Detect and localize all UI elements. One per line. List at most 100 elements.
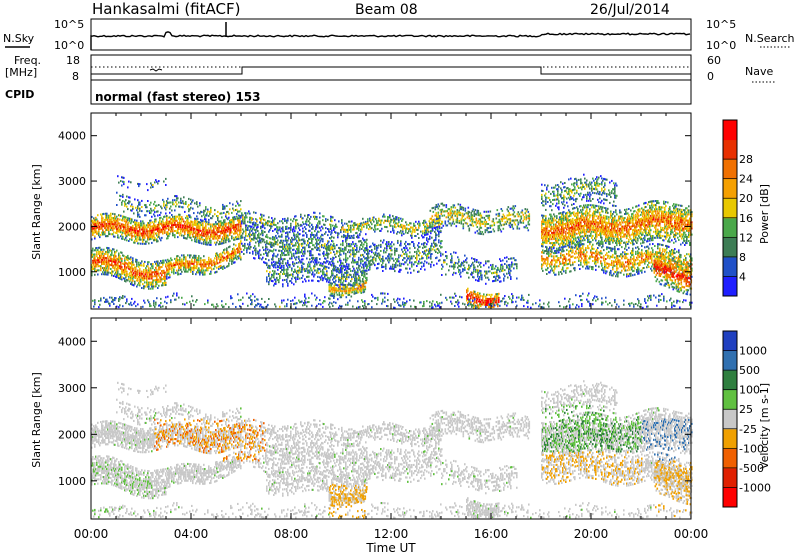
power-cell bbox=[194, 260, 196, 263]
power-cell bbox=[446, 210, 449, 213]
power-cell bbox=[444, 222, 447, 225]
power-cell bbox=[266, 264, 268, 267]
power-cell bbox=[232, 207, 234, 210]
power-cell bbox=[214, 233, 216, 236]
power-cell bbox=[311, 231, 313, 234]
power-cell bbox=[341, 249, 343, 252]
power-cell bbox=[191, 220, 193, 223]
power-cell bbox=[293, 228, 295, 231]
power-cell bbox=[213, 223, 215, 226]
power-cell bbox=[306, 234, 308, 236]
power-cell bbox=[127, 265, 129, 268]
power-cell bbox=[467, 293, 469, 296]
power-cell bbox=[101, 261, 103, 263]
power-cell bbox=[197, 222, 199, 225]
power-cell bbox=[282, 254, 284, 257]
power-cell bbox=[504, 221, 507, 224]
power-cell bbox=[245, 232, 247, 235]
power-cell bbox=[94, 223, 96, 226]
power-cell bbox=[278, 262, 280, 264]
power-cell bbox=[315, 215, 317, 218]
power-cell bbox=[384, 225, 386, 228]
power-cell bbox=[361, 274, 363, 277]
power-cell bbox=[381, 266, 383, 269]
power-cell bbox=[268, 283, 270, 286]
power-cell bbox=[358, 264, 360, 267]
power-cell bbox=[348, 249, 350, 252]
power-cell bbox=[431, 229, 433, 232]
power-cell bbox=[156, 204, 158, 207]
power-cell bbox=[112, 264, 114, 267]
power-cell bbox=[94, 221, 96, 224]
power-cell bbox=[114, 254, 116, 257]
power-cell bbox=[192, 227, 194, 230]
power-cell bbox=[198, 227, 200, 230]
power-cell bbox=[98, 234, 100, 237]
power-cell bbox=[122, 223, 124, 226]
power-cell bbox=[161, 278, 163, 281]
power-cell bbox=[273, 242, 275, 245]
power-cell bbox=[431, 221, 434, 224]
power-cell bbox=[124, 261, 126, 264]
power-cell bbox=[483, 216, 486, 219]
power-cell bbox=[471, 210, 474, 213]
power-cell bbox=[222, 238, 224, 241]
power-cell bbox=[492, 220, 495, 223]
power-cell bbox=[413, 243, 415, 245]
power-cell bbox=[139, 234, 141, 237]
power-cell bbox=[254, 228, 256, 231]
power-cell bbox=[431, 225, 433, 228]
power-cell bbox=[352, 265, 354, 268]
power-cell bbox=[405, 231, 407, 234]
power-cell bbox=[241, 212, 243, 215]
power-cell bbox=[300, 223, 302, 226]
power-cell bbox=[169, 232, 171, 235]
power-cell bbox=[501, 209, 504, 212]
power-cell bbox=[215, 227, 217, 230]
power-cell bbox=[209, 243, 211, 246]
power-cell bbox=[178, 205, 180, 208]
power-cell bbox=[152, 263, 154, 266]
power-cell bbox=[102, 225, 104, 228]
power-cell bbox=[190, 222, 192, 225]
power-cell bbox=[503, 223, 506, 226]
power-cell bbox=[216, 237, 218, 240]
power-cell bbox=[100, 233, 102, 236]
power-cell bbox=[479, 230, 482, 233]
power-cell bbox=[471, 291, 473, 294]
power-cell bbox=[156, 260, 158, 263]
power-cell bbox=[216, 254, 218, 257]
power-cell bbox=[125, 270, 127, 273]
power-cell bbox=[415, 220, 417, 223]
power-cell bbox=[446, 224, 449, 227]
power-cell bbox=[388, 255, 390, 258]
power-cell bbox=[107, 218, 109, 221]
power-cell bbox=[359, 278, 361, 281]
power-cell bbox=[418, 260, 420, 263]
power-cell bbox=[332, 272, 334, 275]
power-cell bbox=[450, 206, 453, 209]
power-cell bbox=[394, 270, 396, 273]
power-cell bbox=[187, 227, 189, 230]
power-cell bbox=[340, 231, 342, 234]
power-cell bbox=[280, 241, 282, 244]
power-cell bbox=[271, 225, 273, 228]
power-cell bbox=[437, 207, 440, 210]
power-cell bbox=[398, 270, 400, 273]
power-cell bbox=[112, 260, 114, 263]
power-cell bbox=[146, 224, 148, 227]
power-cell bbox=[217, 210, 219, 213]
power-cell bbox=[157, 228, 159, 230]
power-cell bbox=[154, 224, 156, 227]
power-cell bbox=[231, 237, 233, 240]
power-cell bbox=[470, 211, 473, 214]
power-cell bbox=[340, 249, 342, 252]
power-cell bbox=[461, 216, 464, 219]
power-cell bbox=[195, 267, 197, 270]
power-cell bbox=[187, 262, 189, 265]
power-cell bbox=[309, 218, 311, 220]
power-cell bbox=[240, 200, 242, 203]
power-cell bbox=[466, 289, 468, 292]
power-cell bbox=[352, 251, 354, 254]
power-cell bbox=[510, 223, 513, 226]
